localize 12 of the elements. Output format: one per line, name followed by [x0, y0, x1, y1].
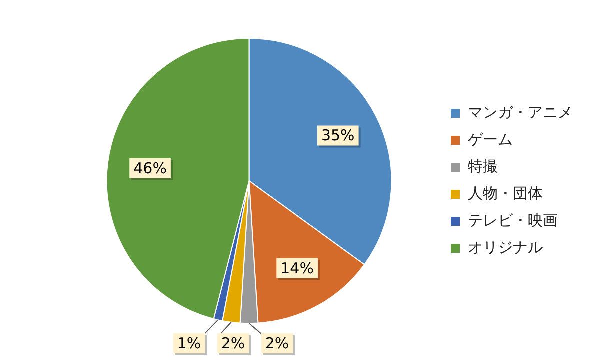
data-label: 14% [280, 259, 314, 278]
data-label: 2% [221, 334, 246, 352]
legend-label: 人物・団体 [468, 184, 543, 202]
data-label: 35% [321, 126, 355, 145]
legend-label: マンガ・アニメ [468, 103, 573, 122]
data-label: 2% [265, 334, 290, 352]
legend-label: 特撮 [468, 157, 498, 176]
legend-label: オリジナル [468, 238, 543, 256]
data-label: 46% [134, 159, 167, 178]
legend-label: テレビ・映画 [468, 211, 558, 230]
legend-label: ゲーム [468, 130, 513, 148]
data-label: 1% [177, 334, 202, 352]
